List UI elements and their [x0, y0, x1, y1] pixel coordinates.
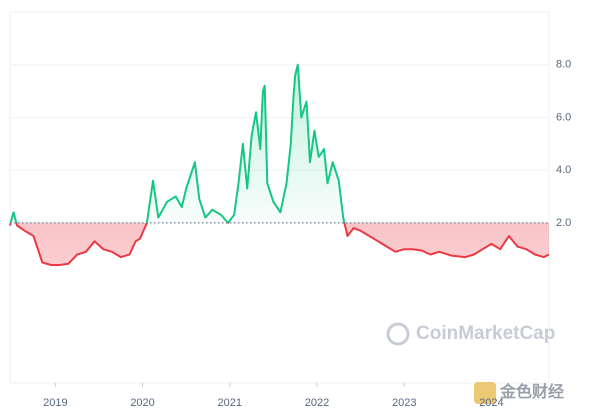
x-tick-label: 2022 [305, 397, 329, 409]
area [10, 64, 549, 265]
x-tick-label: 2024 [479, 397, 503, 409]
y-tick-label: 6.0 [556, 111, 571, 123]
x-tick-label: 2023 [392, 397, 416, 409]
source-logo [474, 382, 496, 404]
price-line [9, 63, 550, 266]
y-tick-label: 2.0 [556, 217, 571, 229]
source-watermark: 金色财经 [499, 382, 564, 401]
x-tick-label: 2021 [218, 397, 242, 409]
watermark: CoinMarketCap [416, 323, 555, 344]
plot-frame [9, 11, 550, 384]
y-tick-label: 8.0 [556, 59, 571, 71]
x-tick-label: 2019 [43, 397, 67, 409]
watermark-logo [386, 322, 410, 346]
x-tick-label: 2020 [130, 397, 154, 409]
y-tick-label: 4.0 [556, 164, 571, 176]
